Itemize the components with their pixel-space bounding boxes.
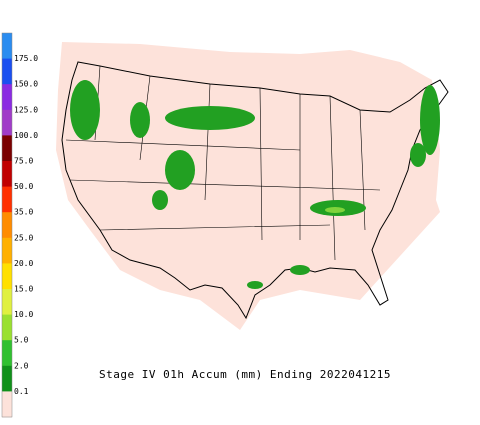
- legend-swatch: [2, 135, 12, 162]
- legend-label: 0.1: [14, 387, 29, 396]
- legend-swatch: [2, 84, 12, 111]
- legend-bar: [1, 32, 13, 418]
- legend-swatch: [2, 340, 12, 367]
- legend-frame: [1, 32, 13, 418]
- legend-swatch: [2, 365, 12, 392]
- legend-swatch: [2, 212, 12, 239]
- legend-label: 2.0: [14, 361, 29, 370]
- legend-swatch: [2, 161, 12, 188]
- legend-label: 10.0: [14, 310, 33, 319]
- legend-swatch: [2, 391, 12, 418]
- legend-label: 35.0: [14, 208, 33, 217]
- legend-swatch: [2, 237, 12, 264]
- precip-areas: [70, 80, 440, 289]
- us-outline: [61, 61, 449, 320]
- legend-label: 100.0: [14, 131, 38, 140]
- legend-label: 15.0: [14, 285, 33, 294]
- legend-label: 5.0: [14, 336, 29, 345]
- precip-core: [325, 207, 345, 213]
- legend-swatch: [2, 263, 12, 290]
- legend-swatch: [2, 314, 12, 341]
- legend-label: 125.0: [14, 105, 38, 114]
- legend-label: 20.0: [14, 259, 33, 268]
- legend-label: 25.0: [14, 233, 33, 242]
- legend-swatch: [2, 109, 12, 136]
- legend-swatch: [2, 33, 12, 60]
- legend-label: 150.0: [14, 80, 38, 89]
- legend-label: 175.0: [14, 54, 38, 63]
- legend-swatch: [2, 58, 12, 85]
- map-title: Stage IV 01h Accum (mm) Ending 202204121…: [99, 368, 391, 381]
- legend-swatch: [2, 289, 12, 316]
- legend-swatch: [2, 186, 12, 213]
- legend-label: 75.0: [14, 157, 33, 166]
- legend-label: 50.0: [14, 182, 33, 191]
